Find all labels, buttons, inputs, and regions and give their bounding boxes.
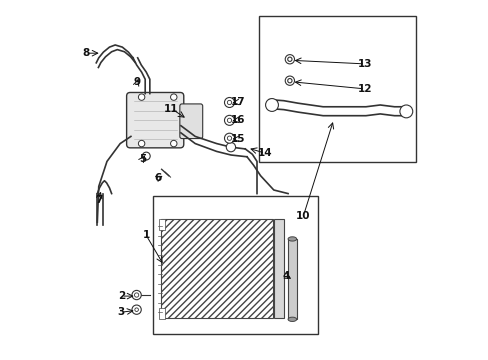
FancyBboxPatch shape (126, 93, 183, 148)
Circle shape (265, 99, 278, 111)
Circle shape (227, 136, 231, 140)
Text: 13: 13 (357, 59, 372, 69)
Bar (159, 219, 165, 230)
Text: 3: 3 (118, 307, 124, 317)
Text: 6: 6 (154, 173, 162, 183)
Ellipse shape (287, 317, 296, 321)
Text: 4: 4 (283, 271, 290, 282)
Circle shape (224, 115, 234, 125)
Text: 2: 2 (118, 291, 124, 301)
Circle shape (226, 143, 235, 152)
Text: 14: 14 (257, 148, 272, 158)
Circle shape (285, 76, 294, 85)
Circle shape (135, 308, 138, 311)
Circle shape (287, 57, 291, 62)
Text: 15: 15 (230, 134, 245, 144)
Circle shape (170, 140, 177, 147)
Bar (287, 239, 296, 319)
Bar (273, 219, 283, 318)
Circle shape (224, 133, 234, 143)
Bar (160, 219, 272, 318)
Circle shape (224, 98, 234, 108)
Bar (159, 308, 165, 319)
Circle shape (285, 55, 294, 64)
Circle shape (142, 152, 150, 160)
Circle shape (227, 100, 231, 105)
Circle shape (399, 105, 412, 118)
Text: 8: 8 (82, 48, 89, 58)
Circle shape (132, 305, 141, 314)
Text: 5: 5 (139, 154, 146, 163)
Text: 16: 16 (230, 115, 245, 125)
FancyBboxPatch shape (180, 104, 203, 139)
Text: 9: 9 (134, 77, 141, 87)
Text: 7: 7 (95, 195, 102, 204)
Bar (153, 196, 317, 334)
Circle shape (138, 94, 144, 100)
Text: 10: 10 (296, 211, 310, 221)
Circle shape (134, 293, 139, 297)
Bar (258, 16, 415, 162)
Text: 1: 1 (142, 230, 150, 240)
Circle shape (227, 118, 231, 122)
Circle shape (287, 78, 291, 83)
Text: 12: 12 (357, 84, 372, 94)
Circle shape (170, 94, 177, 100)
Text: 11: 11 (163, 104, 178, 113)
Text: 17: 17 (230, 97, 245, 107)
Ellipse shape (287, 237, 296, 241)
Circle shape (132, 291, 141, 300)
Circle shape (138, 140, 144, 147)
